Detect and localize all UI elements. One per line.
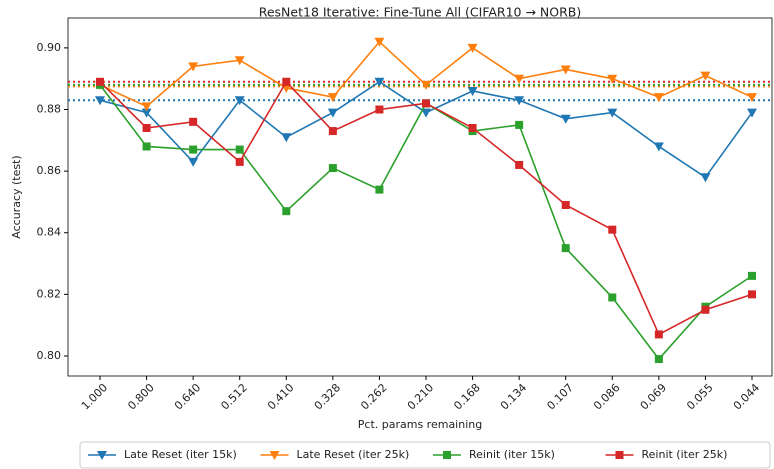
series-line — [99, 40, 753, 108]
marker — [608, 293, 617, 302]
marker — [560, 65, 571, 75]
series-line — [99, 80, 753, 336]
marker — [188, 62, 199, 72]
x-axis-label: Pct. params remaining — [358, 418, 482, 431]
x-tick-label: 0.328 — [312, 381, 343, 412]
marker — [234, 96, 245, 106]
marker — [422, 99, 430, 108]
marker — [514, 96, 525, 106]
x-tick-label: 0.055 — [684, 381, 715, 412]
legend-label: Late Reset (iter 15k) — [124, 448, 237, 461]
marker — [700, 173, 711, 183]
marker — [281, 133, 292, 143]
marker — [443, 451, 451, 459]
x-tick-label: 0.107 — [544, 381, 575, 412]
marker — [561, 201, 570, 210]
x-tick-label: 0.069 — [638, 381, 669, 412]
marker — [269, 451, 280, 460]
x-tick-label: 0.086 — [591, 381, 622, 412]
marker — [234, 56, 245, 66]
x-tick-label: 0.044 — [731, 381, 762, 412]
marker — [615, 451, 624, 459]
x-tick-label: 0.800 — [125, 381, 156, 412]
marker — [235, 145, 244, 154]
y-tick-label: 0.90 — [37, 41, 62, 54]
x-tick-label: 0.134 — [498, 381, 529, 412]
marker — [282, 77, 291, 86]
marker — [97, 451, 107, 460]
marker — [375, 105, 384, 114]
marker — [608, 225, 617, 234]
marker — [560, 114, 571, 124]
x-tick-label: 0.210 — [405, 381, 436, 412]
marker — [421, 108, 431, 118]
y-tick-label: 0.86 — [37, 164, 62, 177]
x-tick-label: 0.168 — [451, 381, 482, 412]
marker — [374, 37, 385, 47]
marker — [607, 74, 618, 84]
marker — [748, 290, 756, 299]
marker — [653, 142, 664, 152]
marker — [141, 102, 152, 112]
marker — [375, 185, 384, 194]
legend-label: Late Reset (iter 25k) — [297, 448, 410, 461]
marker — [468, 123, 477, 132]
marker — [327, 93, 338, 103]
marker — [748, 271, 756, 280]
marker — [374, 77, 385, 87]
marker — [654, 355, 663, 364]
y-tick-label: 0.80 — [37, 349, 62, 362]
marker — [189, 145, 198, 154]
x-tick-label: 0.410 — [265, 381, 296, 412]
marker — [653, 93, 664, 103]
marker — [654, 330, 663, 339]
x-tick-label: 0.640 — [172, 381, 203, 412]
y-tick-label: 0.88 — [37, 103, 62, 116]
marker — [188, 157, 199, 167]
marker — [561, 244, 570, 253]
legend-label: Reinit (iter 25k) — [642, 448, 728, 461]
y-tick-label: 0.84 — [37, 226, 62, 239]
marker — [95, 96, 105, 106]
marker — [141, 108, 152, 118]
marker — [328, 164, 337, 173]
plot-area — [67, 17, 773, 377]
legend-label: Reinit (iter 15k) — [469, 448, 555, 461]
y-tick-label: 0.82 — [37, 287, 62, 300]
marker — [747, 108, 757, 118]
marker — [96, 77, 104, 86]
marker — [327, 108, 338, 118]
legend-box — [79, 441, 771, 469]
marker — [282, 207, 291, 216]
x-tick-label: 0.512 — [218, 381, 249, 412]
marker — [235, 157, 244, 166]
marker — [747, 93, 757, 103]
x-tick-label: 0.262 — [358, 381, 389, 412]
marker — [467, 43, 478, 53]
marker — [467, 87, 478, 97]
marker — [328, 127, 337, 136]
marker — [515, 160, 524, 169]
marker — [515, 120, 524, 129]
marker — [142, 123, 151, 132]
marker — [701, 305, 710, 314]
marker — [700, 71, 711, 81]
marker — [189, 117, 198, 126]
marker — [142, 142, 151, 151]
y-axis-label: Accuracy (test) — [10, 155, 23, 238]
x-tick-label: 1.000 — [79, 381, 110, 412]
chart-title: ResNet18 Iterative: Fine-Tune All (CIFAR… — [259, 5, 582, 20]
marker — [514, 74, 525, 84]
marker — [607, 108, 618, 118]
marker — [421, 80, 431, 90]
